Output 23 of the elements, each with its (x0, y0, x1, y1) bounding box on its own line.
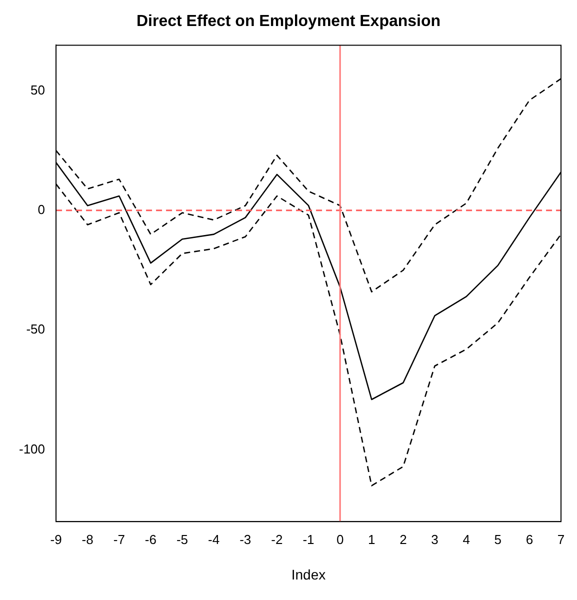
x-tick-label: 7 (557, 532, 565, 547)
x-tick-label: 0 (336, 532, 344, 547)
x-tick-label: -5 (176, 532, 188, 547)
x-tick-label: 3 (431, 532, 438, 547)
chart-title: Direct Effect on Employment Expansion (136, 13, 441, 30)
x-tick-label: -3 (240, 532, 252, 547)
x-tick-label: -4 (208, 532, 220, 547)
x-tick-label: -2 (271, 532, 283, 547)
x-tick-label: -7 (113, 532, 125, 547)
x-tick-label: 5 (494, 532, 502, 547)
x-tick-label: -8 (82, 532, 94, 547)
x-tick-label: 1 (368, 532, 376, 547)
x-tick-label: 2 (400, 532, 407, 547)
x-tick-label: 4 (462, 532, 470, 547)
x-tick-label: 6 (526, 532, 534, 547)
y-tick-label: 50 (30, 82, 46, 98)
y-tick-label: 0 (38, 202, 46, 217)
x-tick-label: -9 (50, 532, 62, 547)
x-axis-title: Index (291, 566, 326, 582)
x-tick-label: -6 (144, 532, 156, 547)
y-tick-label: -100 (18, 441, 46, 456)
x-tick-label: -1 (302, 532, 314, 547)
y-tick-label: -50 (26, 322, 46, 337)
